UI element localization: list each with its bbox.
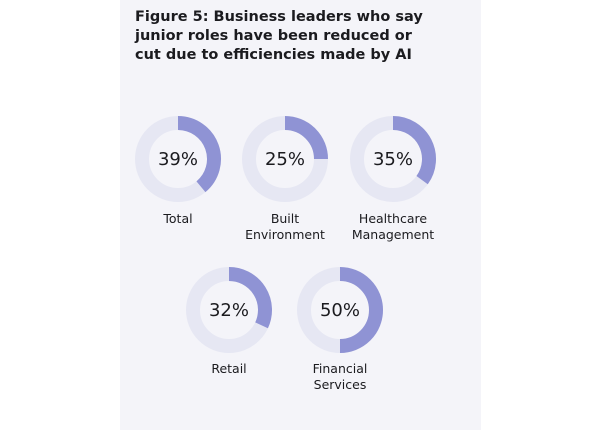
donut-label-built-environment: Built Environment xyxy=(240,211,330,243)
donut-value-retail: 32% xyxy=(209,300,249,321)
donut-label-total: Total xyxy=(113,211,243,227)
donut-value-total: 39% xyxy=(158,149,198,170)
donut-label-healthcare-management: Healthcare Management xyxy=(343,211,443,243)
donut-label-financial-services: Financial Services xyxy=(295,361,385,393)
donut-value-healthcare-management: 35% xyxy=(373,149,413,170)
donut-value-financial-services: 50% xyxy=(320,300,360,321)
donut-value-built-environment: 25% xyxy=(265,149,305,170)
donut-label-retail: Retail xyxy=(164,361,294,377)
